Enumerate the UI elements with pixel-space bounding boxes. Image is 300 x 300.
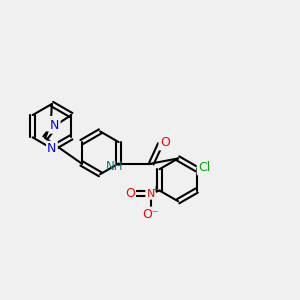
- Text: NH: NH: [106, 160, 123, 173]
- Text: N: N: [47, 142, 57, 155]
- Text: O: O: [125, 187, 135, 200]
- Text: +: +: [151, 184, 158, 194]
- Text: S: S: [47, 117, 55, 130]
- Text: O: O: [160, 136, 170, 149]
- Text: N: N: [50, 119, 59, 132]
- Text: Cl: Cl: [198, 161, 210, 174]
- Text: O⁻: O⁻: [142, 208, 159, 221]
- Text: N: N: [146, 188, 155, 199]
